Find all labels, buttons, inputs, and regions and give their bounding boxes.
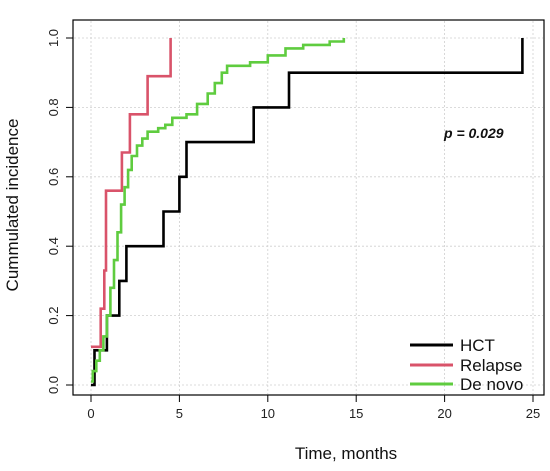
series-line-hct — [91, 38, 524, 387]
x-tick-label: 5 — [176, 406, 183, 421]
legend-label-de-novo: De novo — [460, 375, 523, 394]
series-line-de-novo — [91, 38, 346, 383]
series-layer — [91, 38, 524, 387]
x-tick-label: 0 — [87, 406, 94, 421]
y-tick-label: 1.0 — [46, 29, 61, 47]
series-line-relapse — [91, 38, 172, 349]
x-axis-label: Time, months — [295, 444, 397, 463]
legend-label-hct: HCT — [460, 336, 495, 355]
y-tick-label: 0.0 — [46, 376, 61, 394]
x-tick-label: 15 — [349, 406, 363, 421]
x-tick-label: 20 — [437, 406, 451, 421]
y-axis: 0.0 0.2 0.4 0.6 0.8 1.0 — [46, 29, 73, 394]
y-tick-label: 0.6 — [46, 168, 61, 186]
y-tick-label: 0.2 — [46, 307, 61, 325]
p-value-annotation: p = 0.029 — [443, 125, 504, 141]
plot-frame — [72, 19, 545, 396]
legend: HCT Relapse De novo — [410, 336, 523, 394]
y-tick-label: 0.4 — [46, 237, 61, 255]
y-tick-label: 0.8 — [46, 98, 61, 116]
x-tick-label: 25 — [526, 406, 540, 421]
x-tick-label: 10 — [261, 406, 275, 421]
legend-label-relapse: Relapse — [460, 356, 522, 375]
x-axis: 0 5 10 15 20 25 — [87, 395, 540, 421]
y-axis-label: Cummulated incidence — [3, 119, 22, 292]
